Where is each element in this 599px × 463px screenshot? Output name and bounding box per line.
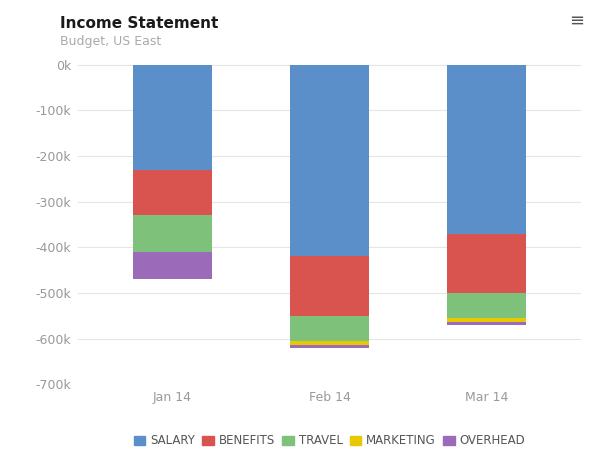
Bar xyxy=(290,341,369,344)
Bar xyxy=(447,293,526,318)
Bar xyxy=(447,322,526,325)
Bar xyxy=(290,65,369,257)
Bar xyxy=(290,344,369,348)
Bar xyxy=(447,234,526,293)
Text: Income Statement: Income Statement xyxy=(60,16,218,31)
Bar xyxy=(290,257,369,316)
Bar xyxy=(447,318,526,322)
Bar xyxy=(133,215,211,252)
Legend: SALARY, BENEFITS, TRAVEL, MARKETING, OVERHEAD: SALARY, BENEFITS, TRAVEL, MARKETING, OVE… xyxy=(129,430,530,452)
Bar xyxy=(133,65,211,170)
Bar xyxy=(290,316,369,341)
Bar xyxy=(447,65,526,234)
Text: ≡: ≡ xyxy=(569,12,584,30)
Text: Budget, US East: Budget, US East xyxy=(60,35,161,48)
Bar xyxy=(133,170,211,215)
Bar xyxy=(133,252,211,279)
